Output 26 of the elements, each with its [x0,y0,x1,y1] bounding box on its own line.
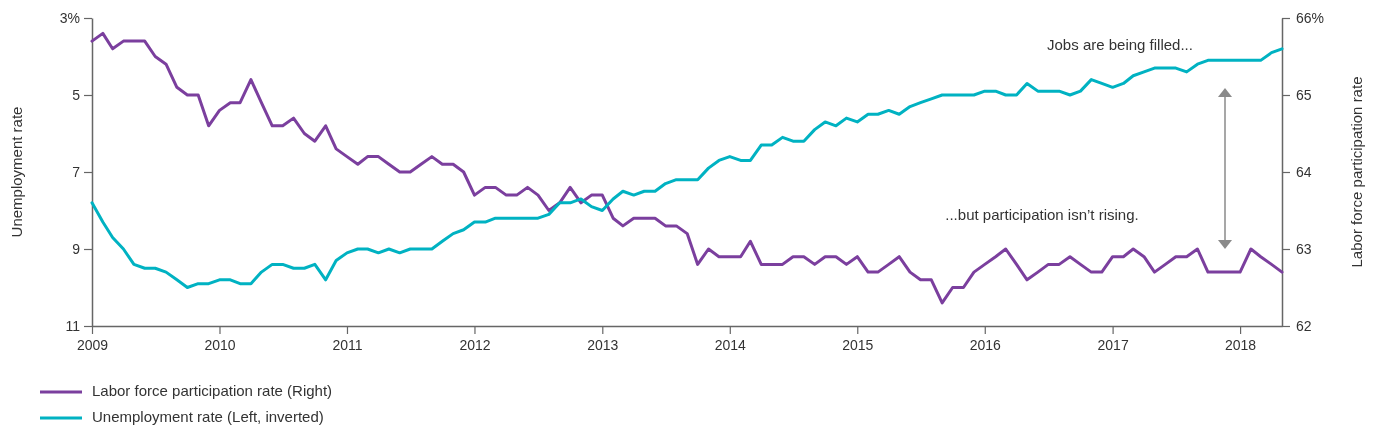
x-tick-label: 2012 [459,336,491,353]
y2-tick-label: 65 [1296,86,1312,103]
y2-axis-title: Labor force participation rate [1348,76,1365,268]
annotation: Jobs are being filled... [1047,35,1193,53]
x-tick-label: 2017 [1097,336,1129,353]
x-tick-label: 2013 [587,336,619,353]
y2-tick-label: 62 [1296,317,1312,334]
annotation: ...but participation isn’t rising. [945,205,1139,223]
x-tick-label: 2011 [332,336,363,353]
y2-tick-label: 63 [1296,240,1312,257]
legend-label: Labor force participation rate (Right) [92,381,333,399]
y-tick-label: 11 [65,317,81,334]
x-tick-label: 2014 [714,336,747,353]
y-tick-label: 9 [72,240,81,257]
y2-tick-label: 66% [1296,9,1325,26]
y-tick-label: 5 [72,86,81,103]
x-tick-label: 2010 [204,336,236,353]
y2-tick-label: 64 [1296,163,1312,180]
x-tick-label: 2015 [842,336,874,353]
legend-label: Unemployment rate (Left, inverted) [92,407,324,425]
y-tick-label: 3% [59,9,80,26]
x-tick-label: 2009 [76,336,109,353]
x-tick-label: 2018 [1225,336,1257,353]
y-axis-title: Unemployment rate [8,106,25,238]
y-tick-label: 7 [72,163,81,180]
x-tick-label: 2016 [969,336,1002,353]
